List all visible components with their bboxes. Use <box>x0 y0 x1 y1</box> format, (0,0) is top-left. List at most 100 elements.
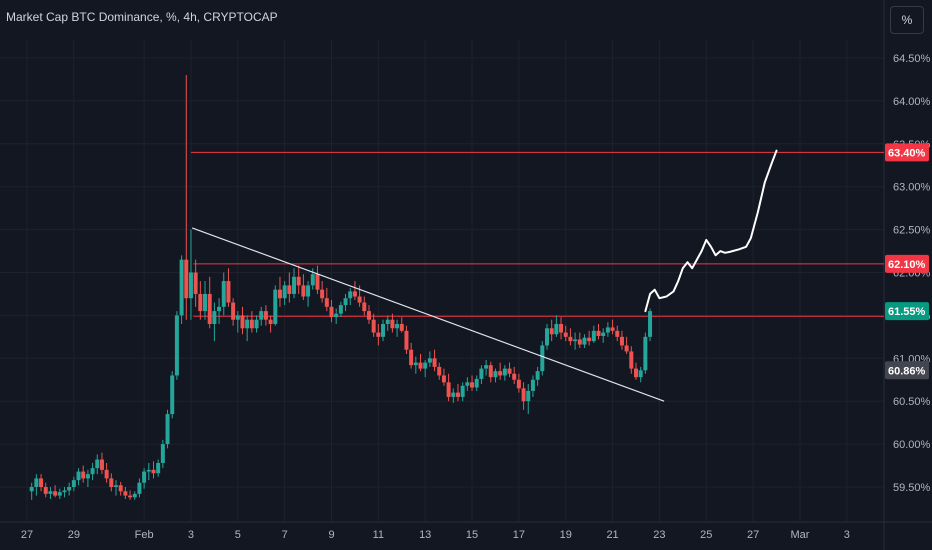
candle-body <box>348 291 353 299</box>
candle-body <box>146 469 151 472</box>
current-price-badge <box>885 302 929 321</box>
candle-body <box>57 492 62 496</box>
x-tick-label: 21 <box>606 529 618 541</box>
y-tick-label: 64.00% <box>893 96 931 108</box>
y-tick-label: 60.00% <box>893 439 931 451</box>
x-tick-label: 25 <box>700 529 712 541</box>
candle-body <box>502 368 507 376</box>
x-tick-label: Mar <box>790 529 809 541</box>
candle-body <box>235 315 240 320</box>
candle-body <box>587 337 592 342</box>
x-tick-label: 17 <box>513 529 525 541</box>
candle-body <box>48 491 53 494</box>
candle-body <box>249 319 254 329</box>
unit-toggle-button[interactable]: % <box>890 6 924 34</box>
candle-body <box>619 336 624 346</box>
candle-body <box>390 319 395 329</box>
candle-body <box>568 336 573 342</box>
y-tick-label: 60.50% <box>893 396 931 408</box>
candle-body <box>53 491 58 496</box>
candle-body <box>437 366 442 376</box>
candle-body <box>109 478 114 487</box>
candle-body <box>203 293 208 312</box>
candle-body <box>301 285 306 297</box>
candle-body <box>90 468 95 475</box>
candle-body <box>399 323 404 331</box>
candle-body <box>423 362 428 369</box>
candle-body <box>240 315 245 329</box>
low-price-label: 60.86% <box>888 365 926 377</box>
candle-body <box>535 371 540 380</box>
candle-body <box>151 469 156 474</box>
candle-body <box>601 332 606 336</box>
x-tick-label: 5 <box>235 529 241 541</box>
candle-body <box>460 385 465 397</box>
candle-body <box>451 392 456 397</box>
candle-body <box>385 319 390 324</box>
y-tick-label: 62.50% <box>893 225 931 237</box>
candle-body <box>404 330 409 350</box>
candle-body <box>43 487 48 494</box>
candle-body <box>137 482 142 494</box>
candle-body <box>610 327 615 331</box>
candle-body <box>521 388 526 402</box>
candle-body <box>259 311 264 320</box>
candle-body <box>99 459 104 470</box>
candle-body <box>174 315 179 376</box>
candle-body <box>596 330 601 336</box>
candle-body <box>71 480 76 487</box>
candle-body <box>395 323 400 329</box>
candle-body <box>418 362 423 369</box>
candle-body <box>76 471 81 481</box>
candle-body <box>362 302 367 312</box>
x-tick-label: 15 <box>466 529 478 541</box>
candle-body <box>615 330 620 337</box>
candle-body <box>643 336 648 371</box>
x-tick-label: 11 <box>373 529 384 541</box>
candle-body <box>559 323 564 333</box>
candle-body <box>310 274 315 286</box>
candle-body <box>516 379 521 389</box>
x-tick-label: 13 <box>419 529 431 541</box>
candle-body <box>605 327 610 333</box>
candle-body <box>324 298 329 307</box>
candle-body <box>320 289 325 299</box>
chart-title: Market Cap BTC Dominance, %, 4h, CRYPTOC… <box>6 10 278 24</box>
level-price-badge <box>885 143 929 162</box>
level-price-badge <box>885 254 929 273</box>
candle-body <box>413 362 418 366</box>
descending-trendline <box>191 227 665 402</box>
x-tick-label: 7 <box>282 529 288 541</box>
candle-body <box>296 276 301 286</box>
candle-body <box>315 274 320 290</box>
candle-body <box>512 373 517 380</box>
candle-body <box>376 332 381 337</box>
candle-body <box>371 319 376 333</box>
candle-body <box>287 285 292 294</box>
x-tick-label: 19 <box>560 529 572 541</box>
candle-body <box>193 272 198 294</box>
candle-body <box>329 306 334 318</box>
candle-body <box>591 330 596 342</box>
candle-body <box>441 375 446 383</box>
candle-body <box>212 311 217 324</box>
y-tick-label: 64.50% <box>893 53 931 65</box>
candle-body <box>507 368 512 374</box>
candle-body <box>484 365 489 369</box>
candle-body <box>352 291 357 297</box>
candle-body <box>95 459 100 469</box>
candle-body <box>277 289 282 299</box>
x-tick-label: Feb <box>135 529 154 541</box>
candle-body <box>165 414 170 445</box>
candle-body <box>231 302 236 320</box>
candle-body <box>334 313 339 318</box>
candle-body <box>39 478 44 487</box>
candle-body <box>207 293 212 324</box>
candle-body <box>540 345 545 372</box>
projection-path <box>644 149 778 313</box>
candle-body <box>282 285 287 299</box>
candle-body <box>498 371 503 376</box>
candle-body <box>118 485 123 492</box>
